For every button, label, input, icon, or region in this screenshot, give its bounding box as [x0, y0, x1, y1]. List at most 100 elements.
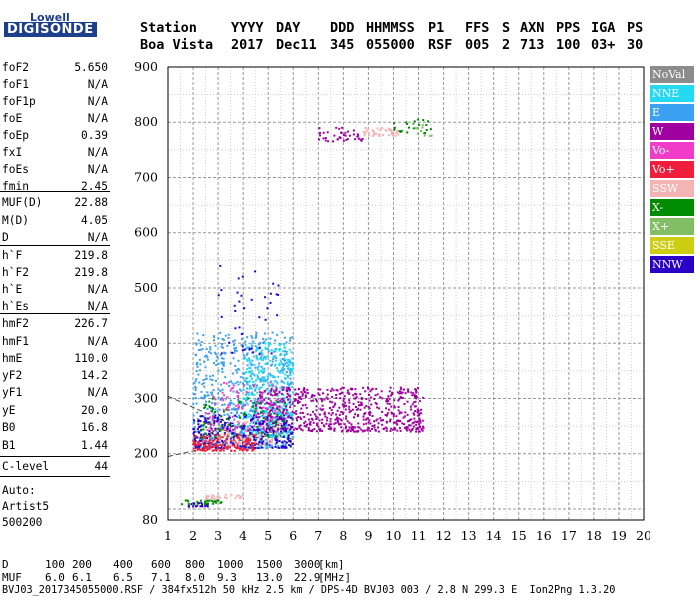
data-point: [322, 392, 324, 395]
data-point: [195, 397, 197, 400]
data-point: [389, 418, 392, 421]
data-point: [415, 391, 418, 394]
data-point: [231, 387, 234, 390]
data-point: [245, 447, 248, 450]
data-point: [293, 404, 296, 407]
data-point: [287, 436, 290, 439]
data-point: [423, 132, 426, 135]
data-point: [204, 366, 207, 369]
data-point: [195, 343, 198, 346]
data-point: [242, 427, 245, 430]
data-point: [190, 503, 193, 506]
x-tick-label: 2: [189, 528, 197, 543]
data-point: [184, 499, 187, 502]
data-point: [260, 411, 263, 414]
data-point: [266, 355, 269, 358]
data-point: [284, 373, 287, 376]
data-point: [315, 405, 318, 408]
data-point: [363, 131, 366, 134]
data-point: [379, 129, 382, 132]
data-point: [274, 355, 277, 357]
data-point: [311, 429, 314, 431]
data-point: [193, 426, 196, 429]
data-point: [289, 369, 292, 372]
param-name: foE: [2, 112, 23, 125]
data-point: [266, 416, 269, 419]
data-point: [249, 385, 252, 388]
data-point: [277, 418, 280, 420]
data-point: [361, 137, 364, 140]
data-point: [216, 356, 219, 359]
data-point: [208, 435, 211, 438]
data-point: [272, 412, 275, 415]
data-point: [386, 402, 389, 405]
x-tick-label: 15: [511, 528, 527, 543]
data-point: [299, 424, 302, 427]
data-point: [243, 441, 246, 444]
data-point: [269, 399, 272, 402]
data-point: [241, 405, 244, 408]
data-point: [264, 380, 267, 383]
data-point: [198, 431, 201, 434]
data-point: [260, 397, 263, 400]
data-point: [283, 404, 286, 407]
data-point: [258, 347, 261, 350]
data-point: [393, 122, 395, 125]
data-point: [261, 432, 264, 435]
data-point: [250, 342, 253, 345]
data-point: [417, 118, 420, 121]
data-point: [273, 350, 276, 353]
data-point: [261, 435, 264, 438]
data-point: [196, 504, 199, 507]
data-point: [234, 364, 237, 367]
data-point: [204, 495, 207, 498]
data-point: [251, 442, 254, 445]
data-point: [280, 361, 283, 363]
data-point: [256, 428, 259, 431]
data-point: [257, 399, 260, 402]
data-point: [279, 400, 282, 403]
data-point: [251, 372, 254, 375]
data-point: [273, 412, 276, 415]
data-point: [233, 351, 236, 354]
data-point: [416, 132, 419, 135]
data-point: [253, 385, 255, 388]
chart-axes: 1 2 3 4 5 6 7 8 9 10 11 12 13 14 15 16 17 18 19 20802003004…: [134, 59, 650, 543]
data-point: [315, 418, 318, 420]
data-point: [349, 430, 352, 433]
data-point: [192, 432, 195, 435]
data-point: [280, 353, 282, 356]
data-point: [283, 396, 286, 399]
data-point: [200, 341, 203, 343]
data-point: [269, 406, 271, 409]
data-point: [422, 425, 425, 428]
data-point: [286, 383, 289, 385]
data-point: [206, 391, 209, 394]
data-point: [221, 338, 224, 340]
data-point: [352, 129, 355, 132]
data-point: [396, 391, 399, 394]
data-point: [223, 445, 226, 448]
data-point: [234, 349, 236, 352]
data-point: [199, 369, 201, 372]
data-point: [398, 130, 401, 133]
data-point: [226, 418, 228, 420]
data-point: [241, 338, 243, 340]
data-point: [366, 417, 369, 420]
data-point: [298, 425, 301, 427]
header-label-11: PS: [627, 20, 644, 36]
data-point: [201, 425, 204, 428]
header-value-8: 713: [520, 37, 545, 53]
data-point: [414, 420, 417, 423]
data-point: [261, 379, 264, 382]
data-point: [209, 378, 212, 381]
data-point: [288, 358, 291, 361]
data-point: [283, 414, 286, 417]
data-point: [288, 440, 291, 443]
data-point: [385, 414, 388, 416]
data-point: [199, 445, 202, 448]
data-point: [214, 398, 217, 401]
data-point: [204, 394, 206, 397]
data-point: [204, 378, 207, 381]
data-point: [246, 377, 249, 380]
